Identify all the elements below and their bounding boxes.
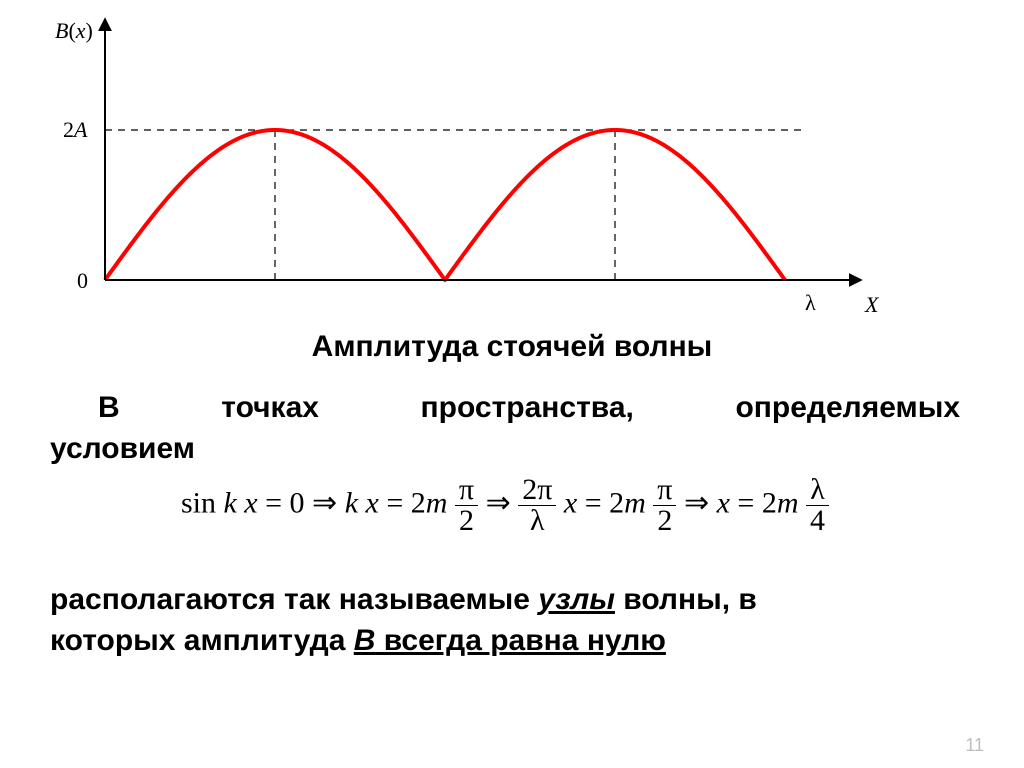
svg-text:λ: λ (805, 290, 816, 315)
paragraph-2: располагаются так называемые узлы волны,… (50, 580, 960, 661)
standing-wave-chart: B(x) 2A 0 λ X (40, 10, 920, 330)
paragraph-2-line-2: которых амплитуда В всегда равна нулю (50, 621, 960, 662)
svg-text:0: 0 (77, 268, 88, 293)
paragraph-1: В точках пространства, определяемых усло… (50, 388, 960, 469)
svg-text:B(x): B(x) (55, 18, 93, 43)
p2-l1-prefix: располагаются так называемые (50, 583, 538, 616)
p1-line2-text: условием (50, 432, 195, 465)
node-condition-formula: sin k x = 0 ⇒ k x = 2m π2 ⇒ 2πλ x = 2m π… (50, 475, 960, 536)
paragraph-2-line-1: располагаются так называемые узлы волны,… (50, 580, 960, 621)
p1-line1-text: В точках пространства, определяемых (98, 391, 960, 424)
chart-title: Амплитуда стоячей волны (0, 330, 1024, 364)
p2-l1-suffix: волны, в (615, 583, 757, 616)
svg-text:2A: 2A (63, 117, 88, 142)
paragraph-1-line-2: условием (50, 429, 960, 470)
p2-l2-mid: всегда равна нулю (375, 624, 666, 657)
chart-svg: B(x) 2A 0 λ X (40, 10, 920, 330)
amplitude-b-term: В (354, 624, 376, 657)
page-root: B(x) 2A 0 λ X Амплитуда стоячей волны В точк… (0, 0, 1024, 768)
page-number: 11 (965, 735, 984, 756)
paragraph-1-line-1: В точках пространства, определяемых (50, 388, 960, 429)
p2-l2-prefix: которых амплитуда (50, 624, 354, 657)
svg-text:X: X (864, 292, 880, 317)
nodes-term: узлы (538, 583, 615, 616)
